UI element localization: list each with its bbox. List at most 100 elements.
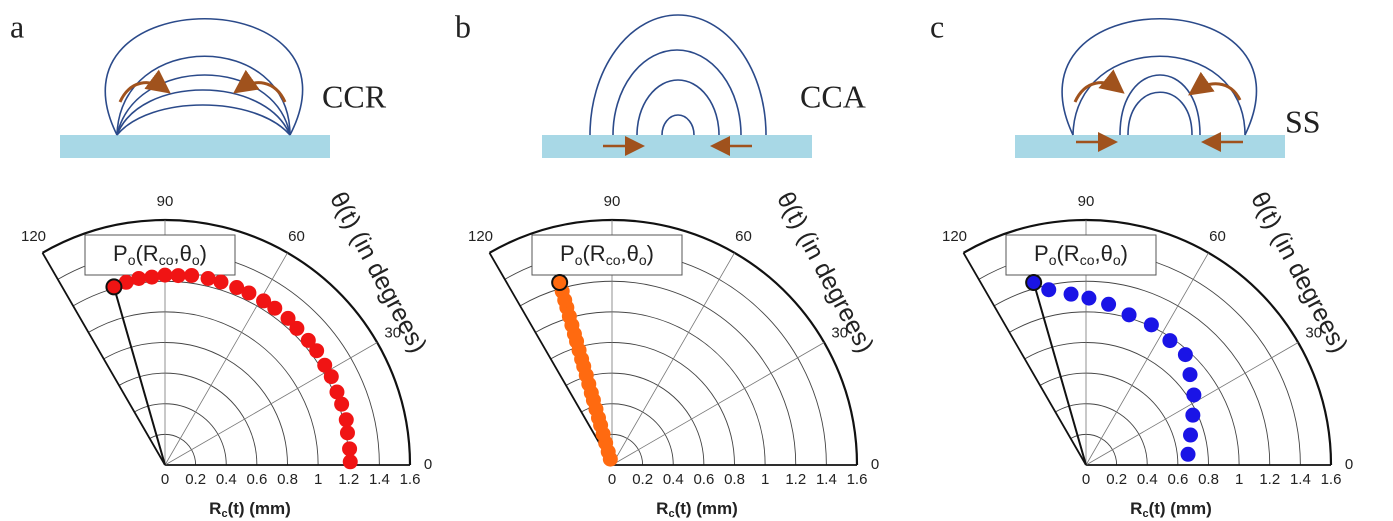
axis-edge: [41, 252, 166, 466]
data-point: [200, 270, 216, 286]
r-tick-label: 0.4: [663, 471, 684, 488]
r-tick-label: 1.6: [400, 471, 421, 488]
r-tick-label: 0.2: [632, 471, 653, 488]
schematic-ss: [1015, 17, 1285, 158]
r-tick-label: 1: [761, 471, 769, 488]
theta-tick-label: 0: [1345, 456, 1353, 473]
r-axis-title-part: c: [1142, 508, 1148, 520]
grid-ring: [1009, 311, 1240, 466]
theta-tick-label: 30: [384, 324, 401, 341]
grid-spoke: [164, 342, 378, 466]
annotation-part: o: [639, 252, 647, 268]
data-point: [241, 285, 257, 301]
annotation-box: [84, 234, 236, 276]
theta-tick-label: 0: [424, 456, 432, 473]
r-tick-label: 1.6: [1321, 471, 1342, 488]
r-tick-label: 1: [314, 471, 322, 488]
theta-axis-title: θ(t) (in degrees): [324, 187, 432, 357]
r-tick-label: 0: [161, 471, 169, 488]
theta-axis-title: θ(t) (in degrees): [771, 187, 879, 357]
annotation-part: ): [1121, 241, 1128, 266]
annotation-part: o: [1049, 252, 1057, 268]
r-tick-label: 1.4: [816, 471, 837, 488]
r-axis-title-part: R: [209, 499, 221, 518]
initial-angle-line: [1032, 282, 1087, 466]
data-point: [280, 310, 296, 326]
annotation-part: P: [1034, 241, 1049, 266]
annotation: Po(Rco,θo): [560, 241, 654, 268]
data-point: [342, 441, 358, 457]
r-tick-label: 1.2: [1259, 471, 1280, 488]
annotation-part: P: [113, 241, 128, 266]
r-axis-title-part: c: [221, 508, 227, 520]
data-point: [329, 384, 345, 400]
theta-tick-label: 30: [831, 324, 848, 341]
mode-title: SS: [1285, 103, 1321, 139]
initial-angle-line: [112, 286, 166, 466]
annotation-box: [1005, 234, 1157, 276]
annotation: Po(Rco,θo): [113, 241, 207, 268]
data-point: [1041, 282, 1057, 298]
r-tick-label: 0.8: [1198, 471, 1219, 488]
theta-tick-label: 90: [604, 193, 621, 210]
data-point: [1101, 296, 1117, 312]
r-tick-label: 1.4: [1290, 471, 1311, 488]
r-axis-title-part: (t) (mm): [228, 499, 291, 518]
theta-tick-label: 60: [1209, 228, 1226, 245]
grid-spoke: [611, 342, 825, 466]
grid-spoke: [1085, 342, 1299, 466]
panel-label: b: [455, 8, 471, 44]
data-point: [317, 357, 333, 373]
r-axis-title-part: (t) (mm): [1149, 499, 1212, 518]
data-point: [334, 396, 350, 412]
grid-ring: [1024, 342, 1209, 466]
grid-spoke: [611, 252, 735, 466]
data-point: [309, 343, 325, 359]
data-point: [1180, 446, 1196, 462]
annotation-part: co: [159, 252, 174, 268]
theta-tick-label: 60: [735, 228, 752, 245]
axis-edge: [962, 252, 1087, 466]
r-tick-label: 0.6: [246, 471, 267, 488]
grid-spoke: [1085, 252, 1209, 466]
r-axis-title-part: R: [1130, 499, 1142, 518]
data-point: [289, 320, 305, 336]
r-tick-label: 0.2: [1106, 471, 1127, 488]
grid-ring: [72, 280, 350, 466]
theta-tick-label: 120: [942, 228, 967, 245]
data-point: [1177, 347, 1193, 363]
r-tick-label: 1.6: [847, 471, 868, 488]
r-tick-label: 0.8: [277, 471, 298, 488]
theta-tick-label: 90: [157, 193, 174, 210]
r-tick-label: 0: [608, 471, 616, 488]
r-axis-title-part: c: [668, 508, 674, 520]
annotation: Po(Rco,θo): [1034, 241, 1128, 268]
data-point: [144, 269, 160, 285]
data-point: [1121, 307, 1137, 323]
r-tick-label: 0.2: [185, 471, 206, 488]
r-axis-title-part: (t) (mm): [675, 499, 738, 518]
annotation-box: [531, 234, 683, 276]
r-axis-title: Rc(t) (mm): [209, 499, 291, 519]
annotation-part: ,θ: [621, 241, 639, 266]
annotation-part: (R: [1056, 241, 1079, 266]
annotation-part: o: [192, 252, 200, 268]
theta-tick-label: 120: [468, 228, 493, 245]
data-point: [1186, 387, 1202, 403]
r-tick-label: 0.6: [693, 471, 714, 488]
data-point: [1183, 427, 1199, 443]
r-axis-title-part: R: [656, 499, 668, 518]
data-point: [1182, 367, 1198, 383]
theta-tick-label: 30: [1305, 324, 1322, 341]
data-point: [170, 268, 186, 284]
data-point: [1162, 333, 1178, 349]
data-point: [157, 267, 173, 283]
r-axis-title: Rc(t) (mm): [1130, 499, 1212, 519]
annotation-part: ,θ: [1095, 241, 1113, 266]
grid-ring: [103, 342, 288, 466]
r-tick-label: 1: [1235, 471, 1243, 488]
initial-point: [1025, 273, 1043, 291]
data-point: [1185, 407, 1201, 423]
